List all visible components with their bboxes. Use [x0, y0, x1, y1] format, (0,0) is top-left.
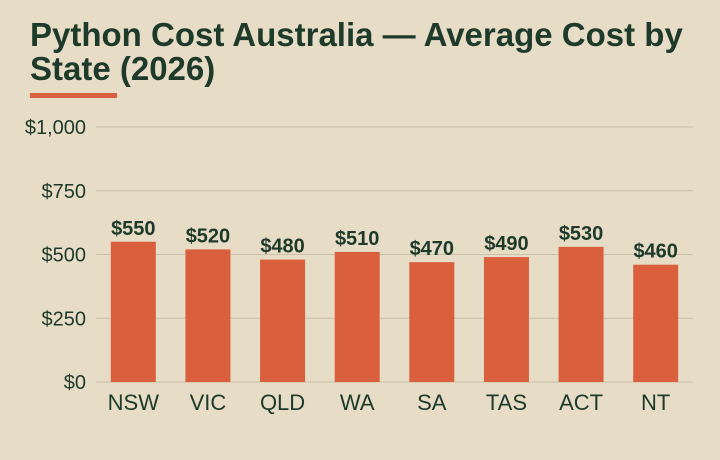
- y-tick-label: $0: [64, 372, 86, 394]
- data-label: $460: [633, 241, 678, 263]
- x-tick-label: QLD: [260, 390, 305, 415]
- x-axis-ticks: NSW VIC QLD WA SA TAS ACT NT: [108, 390, 671, 415]
- y-axis-ticks: $0 $250 $500 $750 $1,000: [25, 117, 86, 394]
- x-tick-label: NSW: [108, 390, 160, 415]
- x-tick-label: TAS: [486, 390, 527, 415]
- x-tick-label: NT: [641, 390, 670, 415]
- y-tick-label: $500: [42, 245, 87, 267]
- y-tick-label: $250: [42, 308, 87, 330]
- data-label: $520: [186, 225, 231, 247]
- bar: [633, 264, 679, 382]
- data-label: $510: [335, 228, 380, 250]
- bar: [558, 246, 604, 382]
- chart-title: Python Cost Australia — Average Cost by …: [30, 16, 683, 87]
- x-tick-label: VIC: [190, 390, 227, 415]
- y-tick-label: $1,000: [25, 117, 86, 139]
- bars: [110, 241, 679, 382]
- title-underline: [30, 93, 117, 98]
- x-tick-label: SA: [417, 390, 447, 415]
- data-label: $550: [111, 218, 156, 240]
- data-label: $470: [410, 238, 455, 260]
- x-tick-label: ACT: [559, 390, 603, 415]
- bar: [334, 251, 380, 382]
- bar: [483, 257, 529, 382]
- data-labels: $550 $520 $480 $510 $470 $490 $530 $460: [111, 218, 678, 263]
- bar: [260, 259, 306, 382]
- x-tick-label: WA: [340, 390, 375, 415]
- bar: [409, 262, 455, 382]
- data-label: $530: [559, 223, 604, 245]
- y-tick-label: $750: [42, 181, 87, 203]
- data-label: $480: [260, 236, 305, 258]
- bar: [185, 249, 231, 382]
- data-label: $490: [484, 233, 529, 255]
- bar: [110, 241, 156, 382]
